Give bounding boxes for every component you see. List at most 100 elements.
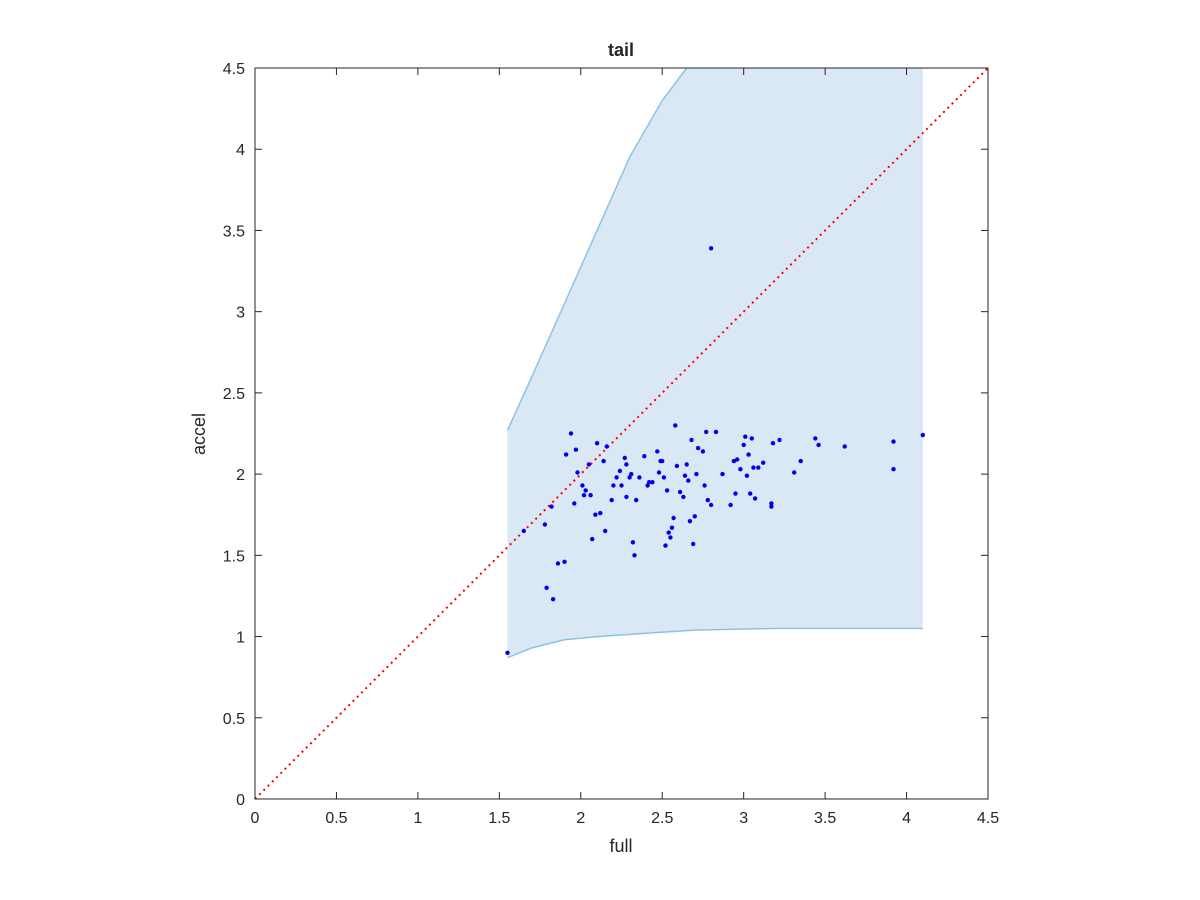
- data-point: [769, 501, 774, 506]
- y-axis-ticks: 0 0.5 1 1.5 2 2.5 3 3.5 4 4.5: [223, 61, 988, 809]
- data-point: [769, 504, 774, 509]
- data-point: [588, 493, 593, 498]
- data-point: [891, 467, 896, 472]
- data-point: [573, 447, 579, 452]
- data-point: [686, 478, 691, 483]
- data-point: [891, 439, 896, 444]
- data-point: [572, 501, 577, 506]
- data-point: [748, 491, 753, 496]
- data-point: [761, 460, 766, 465]
- data-point: [632, 553, 637, 558]
- data-point: [580, 483, 585, 488]
- data-point: [682, 473, 688, 478]
- data-point: [702, 483, 707, 488]
- data-point: [687, 519, 693, 524]
- data-point: [713, 429, 719, 435]
- data-point: [751, 465, 756, 470]
- data-point: [674, 463, 680, 469]
- data-point: [630, 540, 636, 545]
- y-tick-label: 4: [236, 142, 245, 159]
- data-point: [590, 536, 595, 542]
- data-point: [624, 462, 629, 467]
- data-point: [694, 471, 699, 477]
- data-point: [692, 514, 697, 519]
- axes-box: [254, 67, 989, 800]
- data-point: [673, 423, 678, 428]
- data-point: [792, 470, 797, 475]
- data-point: [733, 491, 738, 496]
- data-point: [661, 475, 667, 480]
- data-point: [521, 528, 526, 534]
- data-point: [575, 470, 580, 475]
- x-tick-label: 0: [251, 810, 260, 827]
- data-points: [505, 246, 925, 655]
- data-point: [669, 525, 675, 530]
- data-point: [677, 489, 683, 495]
- data-point: [704, 429, 709, 435]
- data-point: [568, 431, 574, 436]
- data-point: [813, 436, 818, 441]
- data-point: [770, 441, 776, 446]
- data-point: [746, 452, 751, 457]
- data-point: [634, 497, 639, 503]
- data-point: [756, 465, 761, 470]
- y-tick-label: 2.5: [223, 386, 245, 403]
- data-point: [671, 515, 676, 521]
- x-axis-label: full: [609, 836, 632, 856]
- data-point: [647, 480, 652, 485]
- data-point: [542, 522, 548, 527]
- data-point: [666, 530, 671, 535]
- y-axis-label: accel: [189, 413, 209, 455]
- data-point: [656, 470, 662, 475]
- data-point: [555, 561, 561, 566]
- data-point: [738, 467, 743, 472]
- x-tick-label: 4: [902, 810, 911, 827]
- data-point: [720, 471, 725, 477]
- data-point: [642, 454, 647, 459]
- y-tick-label: 0: [236, 792, 245, 809]
- data-point: [798, 458, 803, 464]
- data-point: [655, 449, 660, 454]
- x-axis-ticks: 0 0.5 1 1.5 2 2.5 3 3.5 4 4.5: [251, 68, 999, 827]
- data-point: [731, 458, 737, 464]
- data-point: [660, 458, 665, 464]
- data-point: [741, 442, 746, 448]
- data-point: [581, 493, 587, 498]
- x-tick-label: 4.5: [977, 810, 999, 827]
- data-point: [598, 510, 603, 516]
- data-point: [583, 488, 588, 493]
- data-point: [777, 437, 782, 443]
- confidence-band-lower-edge: [507, 627, 923, 659]
- data-point: [586, 462, 592, 467]
- data-point: [700, 449, 706, 454]
- data-point: [505, 650, 510, 655]
- y-tick-label: 3: [236, 305, 245, 322]
- data-point: [563, 452, 569, 457]
- x-tick-label: 2.5: [651, 810, 673, 827]
- data-point: [705, 497, 710, 503]
- data-point: [695, 445, 701, 451]
- data-point: [708, 502, 714, 508]
- data-point: [549, 504, 554, 509]
- y-tick-label: 1.5: [223, 548, 245, 565]
- data-point: [816, 442, 821, 448]
- data-point: [622, 455, 627, 461]
- data-point: [668, 535, 673, 540]
- y-tick-label: 0.5: [223, 711, 245, 728]
- data-point: [614, 475, 619, 480]
- data-point: [645, 483, 650, 488]
- data-point: [663, 543, 668, 548]
- data-point: [609, 497, 614, 503]
- data-point: [744, 473, 750, 478]
- y-tick-label: 4.5: [223, 61, 245, 78]
- data-point: [743, 434, 748, 439]
- x-tick-label: 3.5: [814, 810, 836, 827]
- x-tick-label: 3: [739, 810, 748, 827]
- data-point: [664, 488, 670, 493]
- data-point: [619, 483, 624, 488]
- data-point: [689, 437, 694, 443]
- data-point: [842, 444, 847, 449]
- identity-reference-line: [254, 67, 989, 800]
- data-point: [624, 494, 629, 500]
